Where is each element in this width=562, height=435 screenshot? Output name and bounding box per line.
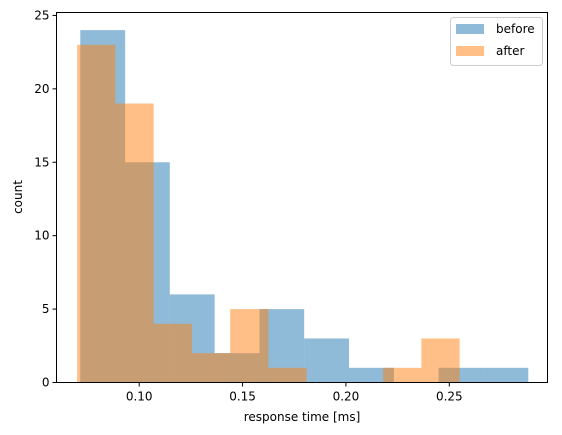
bar-after-8 [383,367,422,383]
ticks-layer: 0.10 0.15 0.20 0.25 0 5 10 15 20 25 [34,8,462,403]
y-tick-label: 0 [42,376,50,390]
x-tick-label: 0.25 [436,390,463,404]
y-tick-label: 15 [34,155,49,169]
legend-swatch-before [456,24,484,34]
bar-after-5 [268,367,307,383]
bar-after-3 [191,353,231,383]
y-tick-label: 10 [34,229,49,243]
bar-after-0 [77,44,116,383]
y-tick-label: 25 [34,8,49,22]
y-tick-label: 5 [42,302,50,316]
bars-layer [77,30,529,383]
legend: before after [450,17,543,66]
plot-frame [56,12,548,383]
legend-swatch-after [456,46,484,56]
x-tick-label: 0.15 [229,390,256,404]
bar-after-4 [230,309,269,383]
bar-before-6 [349,367,394,383]
x-tick-label: 0.10 [126,390,153,404]
legend-label-before: before [496,22,535,36]
x-tick-label: 0.20 [333,390,360,404]
legend-label-after: after [496,44,524,58]
bar-before-9 [483,367,529,383]
bar-after-1 [115,103,154,383]
bar-after-2 [153,323,192,383]
x-axis-label: response time [ms] [244,410,361,424]
y-axis-label: count [11,180,25,214]
y-tick-label: 20 [34,82,49,96]
bar-after-9 [421,338,460,383]
bar-before-5 [304,338,350,383]
